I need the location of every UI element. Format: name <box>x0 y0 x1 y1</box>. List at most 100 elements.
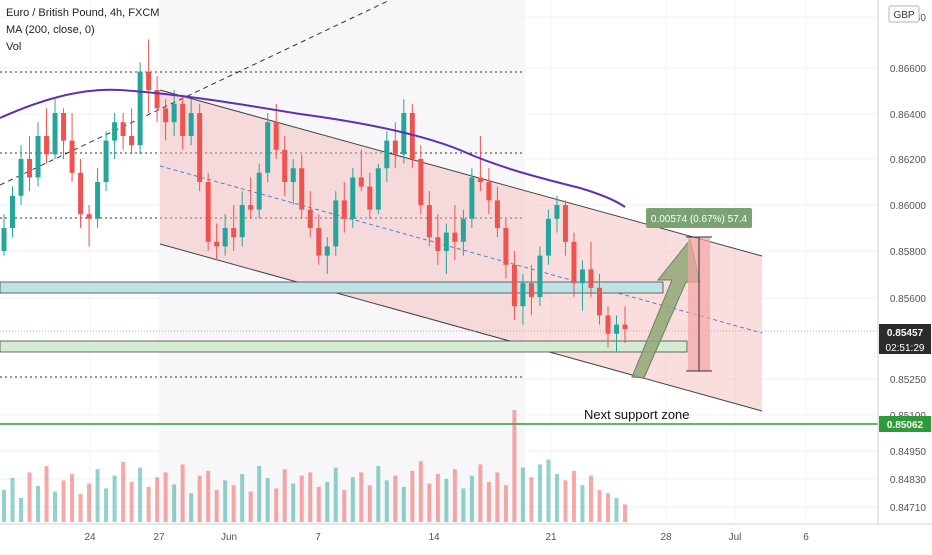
candle-body <box>95 182 101 219</box>
x-tick-label: 7 <box>315 532 321 543</box>
volume-bar <box>614 498 619 522</box>
volume-bar <box>308 472 313 522</box>
countdown-badge <box>879 340 931 354</box>
candle-body <box>112 122 118 141</box>
candle-body <box>256 172 262 210</box>
ma-label: MA (200, close, 0) <box>6 24 95 36</box>
candle-body <box>537 255 543 297</box>
volume-bar <box>571 470 576 522</box>
volume-bar <box>189 493 194 522</box>
candle-body <box>554 205 560 219</box>
candle-body <box>273 122 279 150</box>
volume-bar <box>121 462 126 522</box>
candle-body <box>10 195 16 228</box>
candle-body <box>1 228 7 251</box>
x-tick-label: Jul <box>729 532 742 543</box>
volume-bar <box>112 475 117 522</box>
candle-body <box>248 205 254 210</box>
candle-body <box>290 168 296 182</box>
candle-body <box>69 140 75 173</box>
candle-body <box>443 232 449 251</box>
y-tick-label: 0.86400 <box>890 110 927 121</box>
candle-body <box>571 241 577 284</box>
candle-body <box>341 200 347 219</box>
volume-bar <box>435 474 440 522</box>
volume-bar <box>282 469 287 522</box>
volume-bar <box>529 477 534 522</box>
volume-bar <box>61 480 66 522</box>
candle-body <box>78 172 84 215</box>
volume-bar <box>19 498 24 522</box>
candle-body <box>44 136 50 155</box>
candle-body <box>511 264 517 307</box>
candle-body <box>316 228 322 256</box>
volume-bar <box>325 482 330 522</box>
volume-bar <box>461 488 466 522</box>
candle-body <box>197 113 203 182</box>
x-tick-label: Jun <box>221 532 237 543</box>
volume-bar <box>265 478 270 522</box>
volume-bar <box>376 466 381 522</box>
y-tick-label: 0.86000 <box>890 201 927 212</box>
volume-bar <box>44 466 49 522</box>
current-price-label: 0.85457 <box>887 328 924 339</box>
candle-body <box>35 136 41 178</box>
candle-body <box>103 140 109 182</box>
candle-body <box>18 159 24 196</box>
volume-bar <box>495 472 500 522</box>
current-price-badge <box>879 324 931 340</box>
volume-bar <box>163 472 168 522</box>
candle-body <box>588 269 594 288</box>
candle-body <box>622 324 628 330</box>
volume-bar <box>342 490 347 522</box>
candle-body <box>384 140 390 169</box>
volume-bar <box>291 483 296 522</box>
volume-bar <box>180 464 185 522</box>
volume-bar <box>520 467 525 522</box>
moving-average-line <box>0 88 626 208</box>
volume-bar <box>274 488 279 522</box>
candle-body <box>86 214 92 219</box>
symbol-title: Euro / British Pound, 4h, FXCM <box>6 7 159 19</box>
candle-body <box>27 159 33 178</box>
candle-body <box>367 186 373 210</box>
volume-bar <box>36 486 41 522</box>
candle-body <box>171 103 177 123</box>
x-tick-label: 27 <box>153 532 165 543</box>
x-tick-label: 6 <box>803 532 809 543</box>
volume-bar <box>257 466 262 522</box>
volume-bar <box>197 475 202 522</box>
candle-body <box>494 200 500 228</box>
volume-bar <box>206 470 211 522</box>
volume-bar <box>2 490 6 522</box>
volume-bar <box>537 464 542 522</box>
vol-label: Vol <box>6 41 21 53</box>
volume-bar <box>512 410 517 522</box>
descending-channel <box>160 90 762 411</box>
volume-bar <box>172 484 177 522</box>
support-price-badge <box>879 416 931 432</box>
candle-body <box>401 113 407 155</box>
candle-body <box>214 241 220 247</box>
volume-bar <box>418 461 423 522</box>
candle-body <box>180 103 186 136</box>
candle-body <box>435 237 441 251</box>
candle-body <box>299 168 305 210</box>
volume-bar <box>129 482 134 522</box>
volume-bar <box>214 490 219 522</box>
volume-bar <box>299 475 304 522</box>
volume-bar <box>223 480 228 522</box>
candle-body <box>596 287 602 316</box>
measure-label: 0.00574 (0.67%) 57.4 <box>651 214 748 225</box>
candle-body <box>375 168 381 210</box>
candle-body <box>239 205 245 238</box>
candle-body <box>52 113 58 155</box>
candle-body <box>426 205 432 238</box>
volume-bar <box>623 504 627 522</box>
volume-bar <box>580 485 585 522</box>
volume-bar <box>469 475 474 522</box>
candle-body <box>61 113 67 141</box>
candle-body <box>503 228 509 265</box>
